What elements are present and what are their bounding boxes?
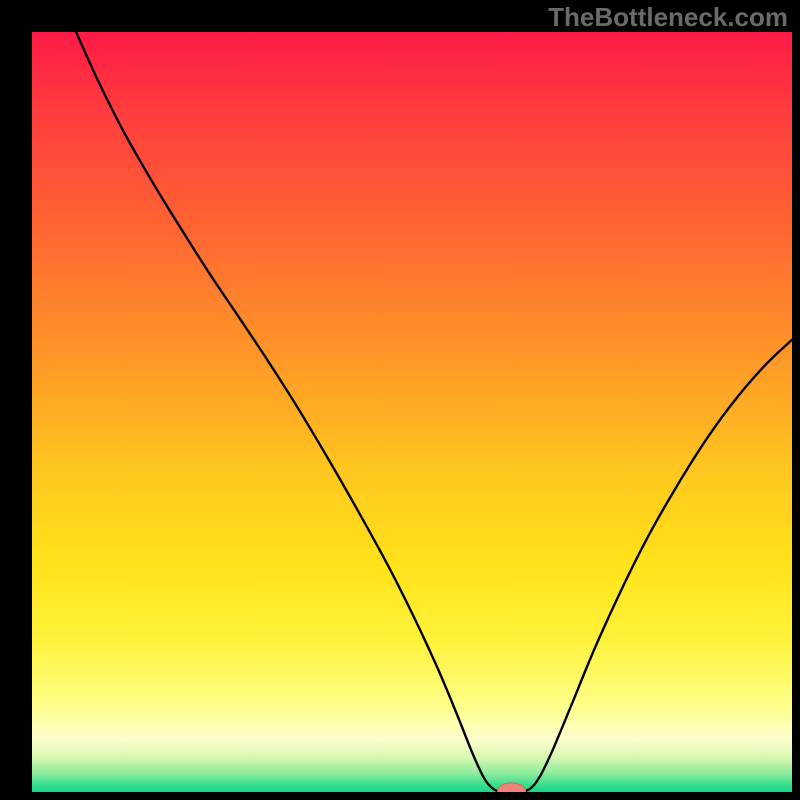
gradient-background xyxy=(32,32,792,792)
watermark-label: TheBottleneck.com xyxy=(548,2,788,33)
bottleneck-curve-chart xyxy=(32,32,792,792)
plot-area xyxy=(32,32,792,792)
